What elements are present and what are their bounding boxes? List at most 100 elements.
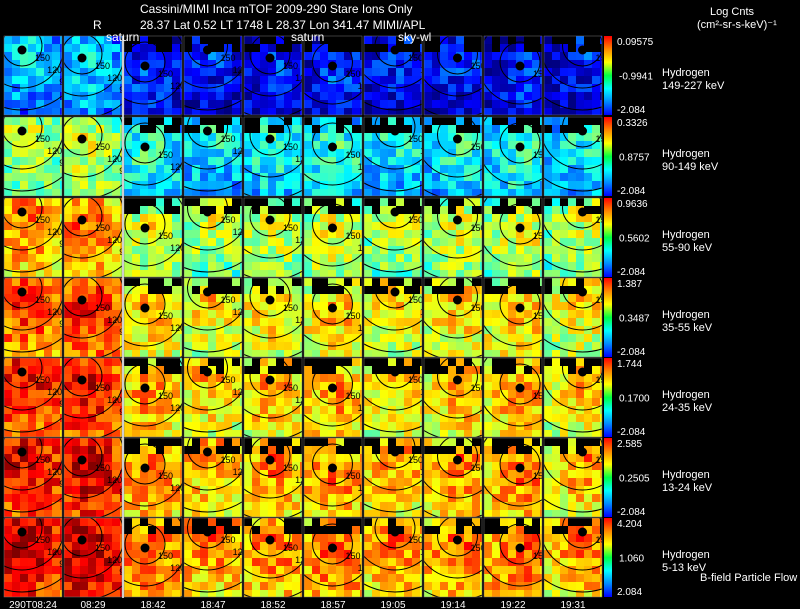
field-contour-line — [353, 326, 437, 410]
heatmap-cell — [516, 334, 524, 342]
heatmap-cell — [156, 270, 164, 277]
contour-label: 150 — [533, 311, 548, 321]
heatmap-cell — [120, 510, 122, 517]
contour-label: 150 — [471, 463, 486, 473]
heatmap-cell — [424, 117, 432, 125]
heatmap-cell — [124, 246, 132, 254]
heatmap-cell — [568, 181, 576, 189]
heatmap-cell — [44, 374, 52, 382]
heatmap-cell — [72, 100, 80, 108]
heatmap-cell — [156, 510, 164, 517]
heatmap-cell — [380, 478, 388, 486]
heatmap-cell — [28, 189, 36, 196]
field-contour-line — [331, 384, 459, 512]
heatmap-cell — [164, 60, 172, 68]
heatmap-cell — [584, 334, 592, 342]
heatmap-cell — [60, 438, 62, 446]
heatmap-cell — [404, 100, 412, 108]
heatmap-cell — [420, 254, 422, 262]
field-contour-line — [541, 85, 625, 169]
heatmap-cell — [184, 374, 192, 382]
heatmap-cell — [360, 157, 362, 165]
heatmap-cell — [216, 462, 224, 470]
heatmap-cell — [464, 149, 472, 157]
heatmap-cell — [420, 366, 422, 374]
heatmap-cell — [364, 406, 372, 414]
heatmap-cell — [244, 310, 252, 318]
heatmap-cell — [208, 141, 216, 149]
heatmap-cell — [148, 310, 156, 318]
heatmap-cell — [396, 470, 404, 478]
heatmap-cell — [576, 302, 584, 310]
heatmap-cell — [276, 141, 284, 149]
heatmap-cell — [568, 454, 576, 462]
heatmap-cell — [464, 246, 472, 254]
contour-label: 90 — [59, 158, 69, 168]
heatmap-cell — [472, 342, 480, 350]
heatmap-cell — [180, 326, 182, 334]
heatmap-cell — [192, 36, 200, 44]
heatmap-cell — [252, 310, 260, 318]
heatmap-cell — [4, 318, 12, 326]
heatmap-cell — [208, 181, 216, 189]
heatmap-cell — [276, 390, 284, 398]
heatmap-cell — [28, 478, 36, 486]
heatmap-cell — [448, 486, 456, 494]
heatmap-cell — [232, 374, 240, 382]
heatmap-cell — [360, 52, 362, 60]
heatmap-cell — [336, 478, 344, 486]
heatmap-cell — [164, 149, 172, 157]
heatmap-cell — [532, 92, 540, 100]
saturn-disk — [17, 126, 27, 136]
heatmap-cell — [320, 494, 328, 502]
heatmap-cell — [164, 446, 172, 454]
heatmap-cell — [456, 60, 464, 68]
heatmap-cell — [284, 230, 292, 238]
field-contour-line — [541, 246, 625, 330]
heatmap-cell — [180, 350, 182, 357]
heatmap-cell — [124, 454, 132, 462]
heatmap-cell — [336, 382, 344, 390]
panel-border — [63, 197, 123, 278]
field-contour-line — [188, 107, 228, 147]
heatmap-cell — [312, 52, 320, 60]
heatmap-cell — [192, 246, 200, 254]
contour-label: 120 — [47, 227, 62, 237]
heatmap-cell — [472, 68, 480, 76]
heatmap-cell — [120, 254, 122, 262]
heatmap-cell — [60, 125, 62, 133]
heatmap-cell — [600, 165, 602, 173]
heatmap-cell — [64, 100, 72, 108]
heatmap-cell — [532, 141, 540, 149]
heatmap-cell — [232, 502, 240, 510]
heatmap-cell — [304, 294, 312, 302]
heatmap-cell — [532, 294, 540, 302]
heatmap-cell — [508, 286, 516, 294]
heatmap-cell — [360, 270, 362, 277]
heatmap-cell — [448, 438, 456, 446]
heatmap-cell — [192, 230, 200, 238]
heatmap-cell — [148, 358, 156, 366]
heatmap-cell — [80, 382, 88, 390]
heatmap-cell — [532, 181, 540, 189]
heatmap-cell — [240, 52, 242, 60]
heatmap-cell — [60, 334, 62, 342]
heatmap-cell — [88, 294, 96, 302]
heatmap-cell — [412, 68, 420, 76]
heatmap-cell — [156, 141, 164, 149]
heatmap-cell — [424, 270, 432, 277]
heatmap-cell — [276, 157, 284, 165]
heatmap-cell — [192, 270, 200, 277]
heatmap-cell — [60, 92, 62, 100]
heatmap-cell — [252, 254, 260, 262]
heatmap-cell — [592, 414, 600, 422]
heatmap-cell — [364, 222, 372, 230]
heatmap-cell — [180, 510, 182, 517]
heatmap-cell — [552, 382, 560, 390]
heatmap-cell — [60, 206, 62, 214]
heatmap-cell — [584, 342, 592, 350]
